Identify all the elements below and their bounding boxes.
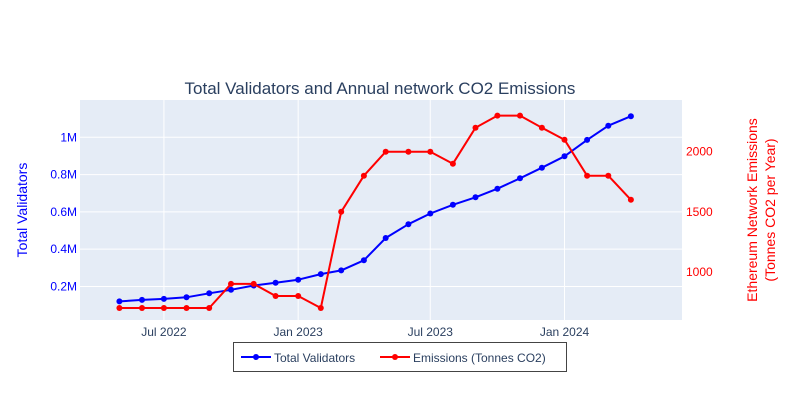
data-point-emissions (183, 305, 190, 311)
data-point-validators (405, 221, 412, 228)
data-point-validators (449, 201, 456, 208)
y-right-axis-label-line2: (Tonnes CO2 per Year) (762, 138, 778, 281)
data-point-emissions (228, 280, 234, 287)
legend-marker-emissions (392, 354, 398, 360)
x-tick-label: Jul 2023 (408, 325, 454, 339)
y-right-tick-label: 1500 (686, 205, 713, 219)
data-point-validators (228, 286, 234, 293)
x-tick-label: Jan 2024 (540, 325, 590, 339)
data-point-validators (183, 294, 190, 301)
data-point-emissions (584, 172, 591, 179)
legend: Total Validators Emissions (Tonnes CO2) (233, 342, 567, 372)
data-point-validators (160, 295, 167, 302)
grid (80, 100, 682, 320)
data-point-validators (427, 210, 434, 217)
y-left-tick-label: 0.8M (50, 168, 77, 182)
legend-marker-validators (253, 354, 259, 360)
data-point-validators (472, 194, 479, 201)
data-point-emissions (561, 136, 568, 143)
chart-title: Total Validators and Annual network CO2 … (185, 79, 576, 98)
data-point-emissions (272, 293, 279, 299)
data-point-emissions (206, 305, 213, 311)
data-point-emissions (382, 148, 389, 155)
data-point-validators (627, 113, 634, 120)
series-line-emissions (119, 114, 632, 309)
legend-label-validators: Total Validators (274, 351, 355, 365)
ticks: Jul 2022 Jan 2023 Jul 2023 Jan 2024 0.2M 0.4M… (50, 130, 713, 339)
data-point-validators (139, 296, 145, 303)
data-point-emissions (116, 305, 123, 311)
data-point-emissions (494, 112, 501, 119)
data-point-validators (338, 267, 345, 274)
x-tick-label: Jan 2023 (273, 325, 323, 339)
legend-item-validators[interactable]: Total Validators (241, 351, 355, 365)
data-point-validators (272, 279, 279, 286)
data-point-emissions (472, 124, 479, 131)
data-point-validators (494, 185, 501, 192)
series-line-validators (119, 115, 632, 303)
y-right-tick-label: 1000 (686, 265, 713, 279)
plot-area (80, 100, 682, 320)
data-point-emissions (139, 305, 145, 311)
data-point-validators (317, 271, 324, 278)
data-point-validators (295, 276, 302, 283)
y-right-axis-label-line1: Ethereum Network Emissions (744, 118, 760, 302)
y-left-tick-label: 0.2M (50, 279, 77, 293)
data-point-validators (561, 153, 568, 160)
data-point-validators (517, 175, 523, 182)
y-left-tick-label: 0.6M (50, 205, 77, 219)
data-point-validators (538, 164, 545, 171)
data-point-emissions (360, 172, 367, 179)
y-left-tick-label: 0.4M (50, 242, 77, 256)
legend-label-emissions: Emissions (Tonnes CO2) (413, 351, 546, 365)
data-point-validators (360, 257, 367, 264)
data-point-validators (605, 122, 612, 129)
data-point-emissions (317, 305, 324, 311)
x-tick-label: Jul 2022 (141, 325, 187, 339)
data-point-emissions (627, 196, 634, 203)
data-point-emissions (605, 172, 612, 179)
legend-item-emissions[interactable]: Emissions (Tonnes CO2) (380, 351, 546, 365)
data-point-validators (382, 235, 389, 241)
series-layer (116, 112, 634, 311)
data-point-validators (116, 298, 123, 305)
data-point-validators (584, 136, 591, 143)
data-point-emissions (538, 124, 545, 131)
y-left-tick-label: 1M (60, 130, 77, 144)
data-point-emissions (427, 148, 434, 155)
data-point-emissions (338, 208, 345, 215)
data-point-emissions (160, 305, 167, 311)
data-point-emissions (449, 160, 456, 167)
y-left-axis-label: Total Validators (14, 163, 30, 258)
data-point-emissions (517, 112, 523, 119)
data-point-emissions (250, 280, 257, 287)
y-right-tick-label: 2000 (686, 145, 713, 159)
data-point-validators (206, 290, 213, 297)
data-point-emissions (295, 293, 302, 299)
data-point-emissions (405, 148, 412, 155)
